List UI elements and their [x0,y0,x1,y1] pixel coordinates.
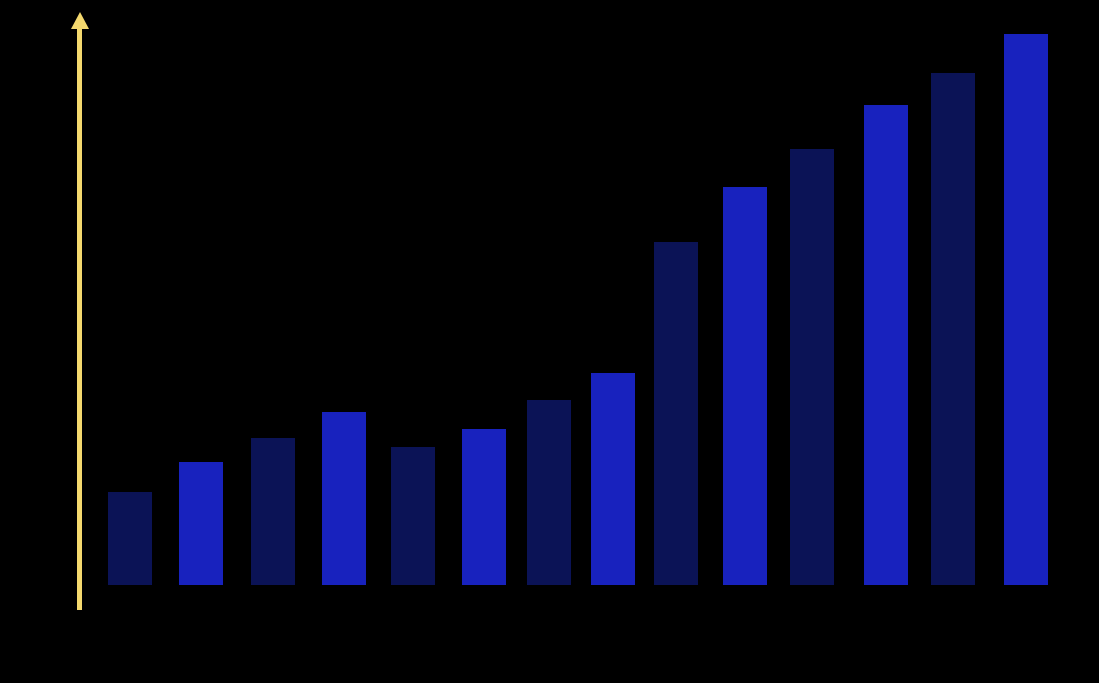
bar-12 [864,105,908,585]
bar-9 [654,242,698,585]
bar-14 [1004,34,1048,585]
bar-5 [391,447,435,585]
bar-10 [723,187,767,585]
bar-11 [790,149,834,585]
bar-3 [251,438,295,585]
bar-13 [931,73,975,585]
bar-8 [591,373,635,585]
bar-7 [527,400,571,585]
bar-6 [462,429,506,585]
bar-1 [108,492,152,585]
bar-2 [179,462,223,585]
bar-4 [322,412,366,585]
